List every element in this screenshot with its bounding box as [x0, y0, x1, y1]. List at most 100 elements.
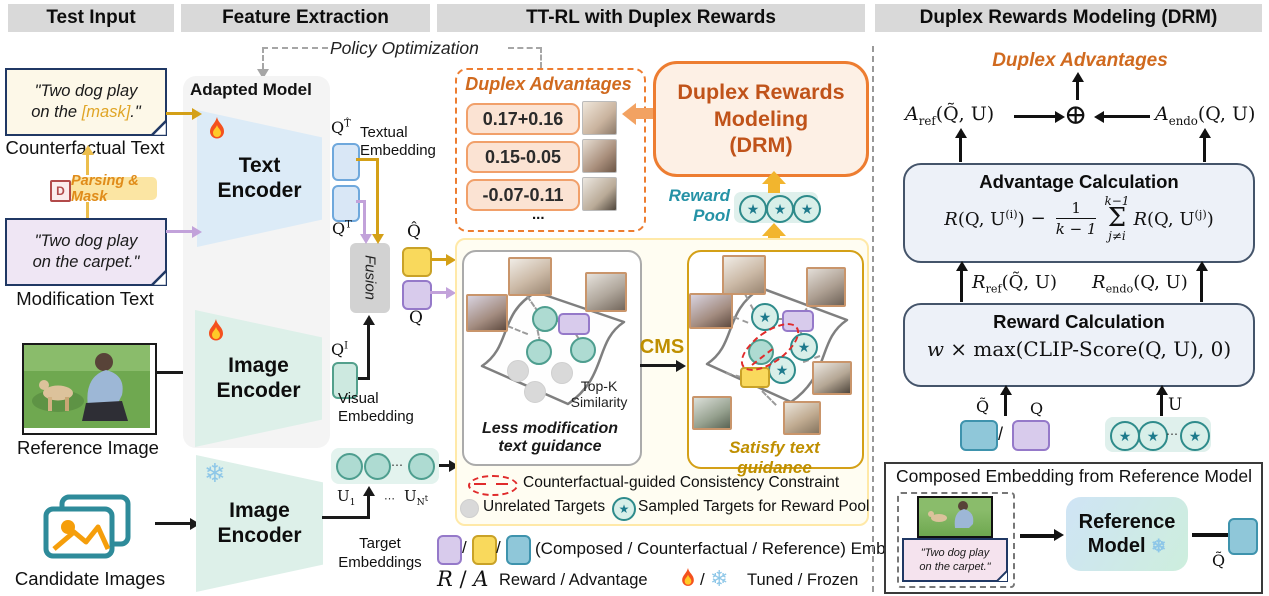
thumbnail-image — [582, 101, 617, 135]
reference-model-box: Reference Model ❄ — [1066, 497, 1188, 571]
purple-line — [430, 291, 448, 294]
thumbnail-image — [692, 396, 732, 430]
arrowhead — [1195, 261, 1208, 271]
page-fold-icon — [151, 270, 167, 286]
thumbnail-image — [582, 139, 617, 173]
gold-arrowhead-up — [762, 171, 786, 184]
black-line — [1020, 534, 1056, 538]
advantage-row: -0.07-0.11 — [466, 179, 580, 211]
orange-arrowhead-left — [622, 102, 636, 125]
fusion-label: Fusion — [361, 255, 379, 301]
arrowhead — [1055, 110, 1065, 123]
advantage-row: 0.17+0.16 — [466, 103, 580, 135]
target-embedding-circle — [336, 453, 363, 480]
thumbnail-image — [508, 257, 552, 296]
arrowhead — [999, 385, 1012, 395]
policy-dashed-line-right — [508, 47, 542, 49]
unrelated-target-circle — [507, 360, 529, 382]
reference-photo-art — [24, 345, 150, 428]
unrelated-target-circle — [551, 362, 573, 384]
black-line — [367, 495, 370, 519]
sampled-target-icon: ★ — [751, 303, 779, 331]
target-embeddings-label: Target Embeddings — [338, 535, 422, 571]
q-hat-label: Q̂ — [407, 222, 421, 242]
candidate-images-icon — [42, 494, 134, 567]
u-label: U — [1168, 395, 1183, 415]
arrow-modification-to-parsing — [86, 202, 89, 218]
target-circle — [532, 306, 558, 332]
reference-image — [22, 343, 157, 435]
modification-text-label: Modification Text — [16, 288, 154, 309]
top-k-similarity-label: Top-K Similarity — [570, 378, 628, 411]
page-fold-icon — [996, 570, 1008, 582]
policy-dashed-line-left — [262, 47, 328, 49]
black-line — [1192, 533, 1234, 537]
black-line — [1102, 115, 1150, 118]
mask-token: [mask] — [81, 103, 131, 121]
constraint-legend-label: Counterfactual-guided Consistency Constr… — [523, 474, 840, 491]
sampled-target-icon: ★ — [790, 333, 818, 361]
arrowhead — [676, 359, 686, 372]
arrowhead-purple — [446, 287, 456, 299]
unrelated-target-circle — [524, 381, 546, 403]
arrowhead — [1054, 529, 1064, 541]
arrowhead — [1094, 110, 1104, 123]
thumbnail-image — [585, 272, 627, 312]
reward-calculation-title: Reward Calculation — [993, 311, 1165, 332]
r-ref-term: Rref(Q̃, U) — [972, 272, 1058, 296]
r-endo-term: Rendo(Q, U) — [1092, 272, 1188, 296]
reference-image-label: Reference Image — [17, 437, 159, 458]
arrowhead — [955, 261, 968, 271]
unrelated-legend-label: Unrelated Targets — [483, 498, 606, 515]
un-label: UNt — [404, 487, 429, 508]
advantage-calculation-title: Advantage Calculation — [979, 171, 1179, 192]
counterfactual-line1: "Two dog play — [34, 81, 138, 100]
black-line — [1203, 136, 1206, 162]
reference-emb-output — [1228, 518, 1258, 555]
tuned-frozen-label: Tuned / Frozen — [747, 571, 859, 589]
target-circle — [526, 339, 552, 365]
right-manifold-caption: Satisfy text guidance — [729, 438, 820, 477]
modification-line1: "Two dog play — [34, 231, 138, 250]
arrowhead — [449, 459, 459, 472]
arrowhead-up-yellow — [81, 145, 94, 155]
arrowhead-gray — [257, 69, 269, 79]
arrowhead — [954, 128, 967, 138]
unrelated-legend-icon — [460, 499, 479, 518]
gold-arrow-bar — [768, 182, 780, 193]
slash: / — [700, 570, 705, 589]
composed-embedding-title: Composed Embedding from Reference Model — [896, 466, 1253, 486]
drm-box: Duplex Rewards Modeling (DRM) — [653, 61, 869, 177]
adapted-model-label: Adapted Model — [190, 80, 312, 99]
duplex-advantages-title: Duplex Advantages — [465, 74, 632, 94]
black-line — [354, 377, 370, 380]
reward-advantage-symbols: R / A — [437, 567, 489, 591]
arrowhead — [190, 517, 200, 530]
gold-line — [430, 258, 448, 261]
counterfactual-emb-legend-icon — [472, 535, 497, 565]
q-label: Q — [409, 308, 423, 328]
reference-emb-legend-icon — [506, 535, 531, 565]
parsing-mask-step: Parsing & Mask — [71, 173, 157, 205]
ellipsis: ... — [532, 206, 545, 223]
arrowhead-yellow — [372, 234, 384, 244]
arrowhead — [1155, 385, 1168, 395]
arrowhead-yellow — [192, 107, 202, 120]
arrowhead — [1198, 128, 1211, 138]
reference-emb-input — [960, 420, 998, 451]
reward-calculation-box: Reward Calculation w × max(CLIP-Score(Q,… — [903, 303, 1255, 387]
reward-pool-label: Reward Pool — [668, 186, 730, 225]
a-ref-term: Aref(Q̃, U) — [905, 103, 995, 128]
u1-label: U1 — [337, 487, 356, 508]
reference-model-line2: Model ❄ — [1087, 535, 1167, 557]
thumbnail-image — [722, 255, 766, 295]
target-circle — [570, 337, 596, 363]
script-r: R — [437, 567, 453, 591]
counterfactual-emb-marker — [740, 367, 770, 388]
gold-line — [356, 158, 379, 161]
gold-arrowhead-up — [762, 223, 786, 236]
oplus-symbol: ⊕ — [1064, 98, 1088, 131]
a-endo-term: Aendo(Q, U) — [1155, 103, 1256, 128]
